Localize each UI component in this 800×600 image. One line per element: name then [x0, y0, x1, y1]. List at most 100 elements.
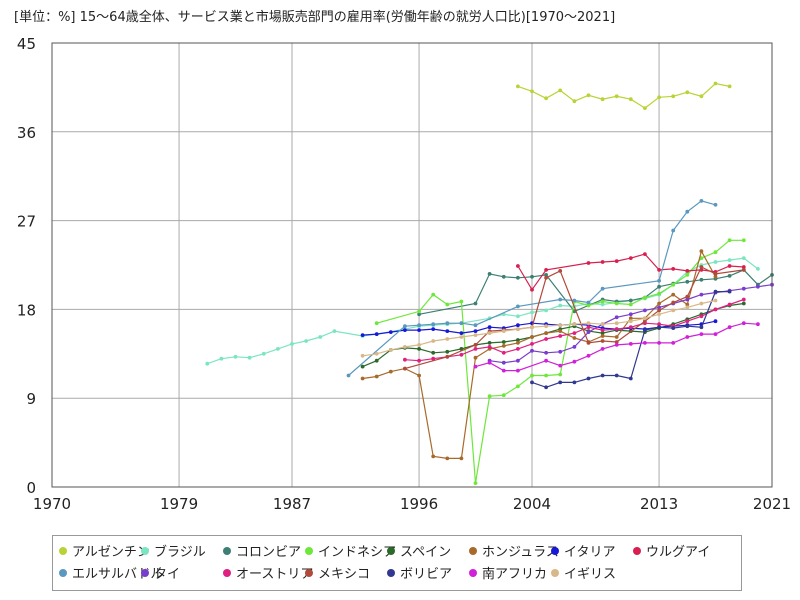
legend-label: ウルグアイ: [646, 545, 711, 560]
data-point: [558, 380, 563, 385]
data-point: [501, 329, 506, 333]
data-point: [614, 301, 619, 306]
series-line: [362, 302, 744, 368]
series-8: [346, 199, 718, 378]
data-point: [657, 322, 661, 327]
series-line: [362, 249, 717, 459]
x-tick-label: 1987: [273, 495, 311, 513]
series-14: [360, 298, 718, 358]
data-point: [713, 81, 718, 86]
data-point: [516, 323, 520, 328]
data-point: [346, 373, 351, 378]
series-10: [403, 297, 746, 363]
data-point: [558, 297, 563, 302]
data-point: [699, 249, 704, 254]
legend-marker: [469, 568, 477, 577]
data-point: [501, 274, 506, 279]
series-lines: [205, 81, 774, 485]
data-point: [727, 289, 732, 294]
series-6: [360, 319, 718, 337]
series-2: [417, 268, 774, 317]
data-point: [558, 363, 563, 368]
data-point: [516, 338, 520, 342]
data-point: [600, 347, 605, 351]
legend-label: イタリア: [564, 545, 616, 560]
data-point: [643, 328, 647, 332]
data-point: [572, 331, 577, 335]
data-point: [586, 325, 591, 330]
data-point: [657, 284, 661, 289]
data-point: [388, 348, 393, 352]
legend-label: コロンビア: [236, 545, 302, 560]
data-point: [685, 294, 690, 299]
data-point: [417, 309, 421, 314]
data-point: [501, 340, 506, 344]
data-point: [445, 337, 450, 341]
data-point: [403, 328, 407, 332]
series-12: [530, 289, 732, 390]
data-point: [727, 84, 732, 89]
data-point: [727, 258, 732, 262]
x-tick-label: 1996: [400, 495, 438, 513]
data-point: [727, 325, 732, 330]
data-point: [374, 374, 379, 379]
data-point: [671, 341, 676, 345]
data-point: [657, 308, 661, 313]
series-line: [362, 320, 716, 336]
data-point: [360, 333, 365, 337]
data-point: [685, 319, 690, 324]
data-point: [473, 355, 478, 360]
data-point: [417, 323, 421, 328]
data-point: [445, 354, 450, 359]
legend-item: インドネシア: [305, 541, 396, 560]
data-point: [586, 303, 591, 308]
data-point: [572, 298, 577, 303]
data-point: [600, 302, 605, 307]
series-line: [404, 298, 744, 362]
data-point: [530, 310, 534, 315]
data-point: [586, 353, 591, 358]
y-tick-label: 9: [26, 390, 36, 408]
data-point: [713, 250, 718, 255]
data-point: [374, 321, 379, 326]
data-point: [501, 350, 506, 355]
data-point: [614, 335, 619, 339]
data-point: [459, 456, 464, 461]
data-point: [685, 324, 690, 329]
legend-item: コロンビア: [223, 541, 301, 560]
data-point: [558, 372, 563, 377]
legend-item: ウルグアイ: [633, 541, 710, 560]
legend-item: ボリビア: [387, 563, 452, 582]
legend-marker: [59, 568, 67, 577]
data-point: [501, 368, 506, 373]
data-point: [388, 369, 393, 374]
data-point: [600, 286, 605, 291]
data-point: [403, 357, 407, 362]
data-point: [487, 345, 492, 349]
data-point: [403, 366, 407, 371]
data-point: [473, 301, 478, 306]
data-point: [516, 264, 520, 268]
data-point: [699, 94, 704, 99]
data-point: [501, 360, 506, 365]
data-point: [487, 331, 492, 335]
data-point: [445, 456, 450, 461]
data-point: [261, 351, 266, 356]
data-point: [657, 95, 661, 100]
data-point: [685, 279, 690, 284]
data-point: [586, 341, 591, 345]
data-point: [628, 302, 633, 307]
legend-label: ホンジュラス: [482, 545, 559, 560]
data-point: [544, 331, 548, 335]
data-point: [473, 323, 478, 328]
data-point: [544, 96, 548, 101]
plot-frame: [51, 42, 773, 488]
data-point: [657, 291, 661, 296]
data-point: [699, 332, 704, 336]
legend-marker: [387, 568, 395, 577]
data-point: [516, 358, 520, 363]
data-point: [586, 93, 591, 98]
data-point: [756, 322, 760, 327]
data-point: [388, 330, 393, 334]
